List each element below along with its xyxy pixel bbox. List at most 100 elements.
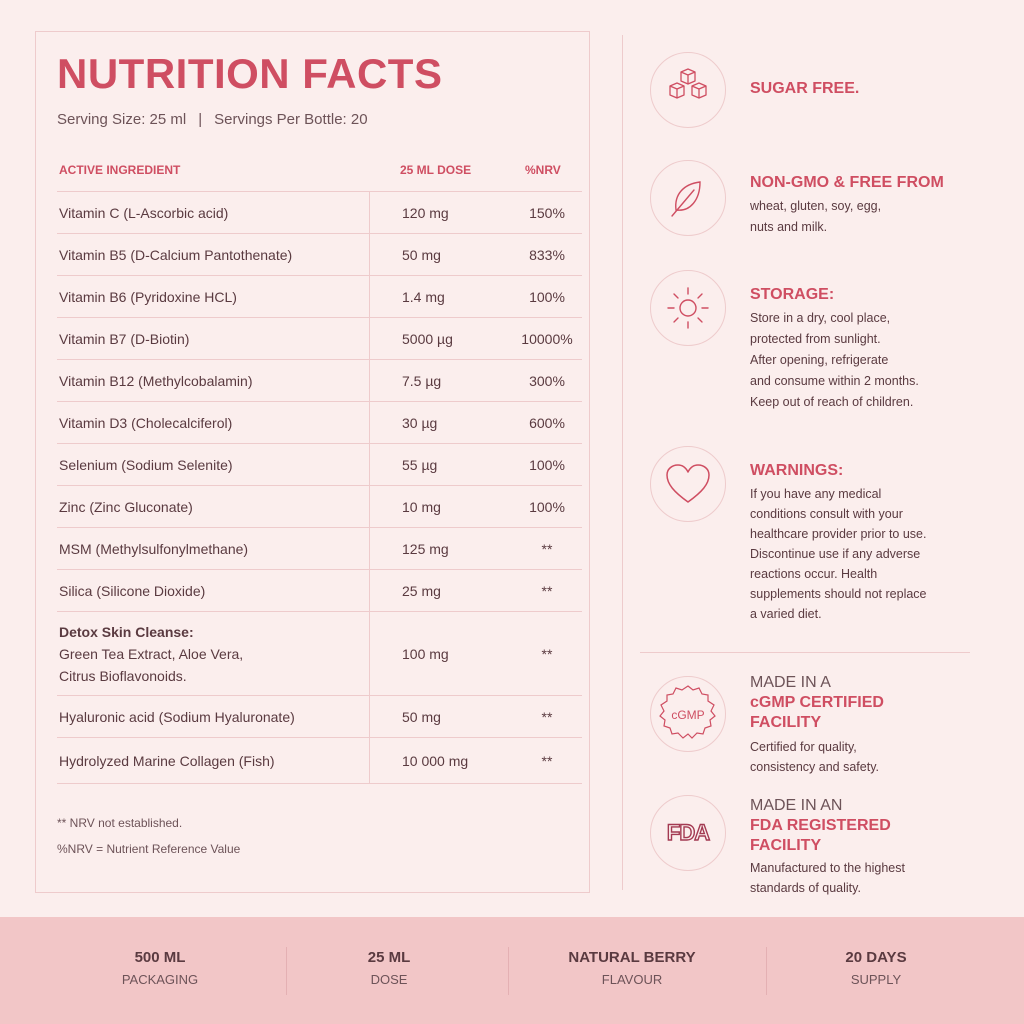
ingredient-dose: 100 mg: [402, 645, 449, 662]
warnings-line: conditions consult with your: [750, 507, 903, 521]
storage-line: and consume within 2 months.: [750, 374, 919, 388]
table-row: Vitamin B7 (D-Biotin) 5000 µg 10000%: [57, 318, 582, 360]
nutrition-facts-panel: NUTRITION FACTS Serving Size: 25 ml | Serv…: [35, 31, 590, 893]
header-nrv: %NRV: [525, 163, 561, 177]
fda-title-1: FDA REGISTERED: [750, 817, 891, 834]
fda-line: Manufactured to the highest: [750, 861, 905, 875]
ingredient-nrv: 600%: [529, 414, 565, 431]
stat-label: FLAVOUR: [601, 972, 663, 987]
detox-title: Detox Skin Cleanse:: [59, 623, 194, 640]
ingredient-dose: 55 µg: [402, 456, 438, 473]
ingredient-nrv: 833%: [529, 246, 565, 263]
table-row: Vitamin B12 (Methylcobalamin) 7.5 µg 300%: [57, 360, 582, 402]
sugar-cubes-icon: [650, 52, 726, 128]
fda-line: standards of quality.: [750, 881, 861, 895]
storage-line: Store in a dry, cool place,: [750, 311, 891, 325]
table-row: Vitamin B5 (D-Calcium Pantothenate) 50 mg…: [57, 234, 582, 276]
detox-ingredients: Detox Skin Cleanse: Green Tea Extract, A…: [59, 621, 243, 687]
ingredient-nrv: 10000%: [521, 330, 573, 347]
table-header: ACTIVE INGREDIENT 25 ML DOSE %NRV: [57, 162, 582, 192]
cgmp-title-2: FACILITY: [750, 714, 822, 731]
ingredient-nrv: 150%: [529, 204, 565, 221]
ingredient-name: Vitamin C (L-Ascorbic acid): [59, 204, 229, 221]
header-dose: 25 ML DOSE: [400, 163, 472, 177]
stat-label: PACKAGING: [121, 972, 199, 987]
ingredient-nrv: **: [541, 752, 553, 769]
ingredient-name: Selenium (Sodium Selenite): [59, 456, 233, 473]
stat-value: NATURAL BERRY: [568, 949, 696, 966]
ingredient-nrv: 100%: [529, 456, 565, 473]
ingredient-nrv: **: [541, 708, 553, 725]
ingredient-dose: 1.4 mg: [402, 288, 445, 305]
cgmp-pre: MADE IN A: [750, 674, 831, 691]
table-row-detox: Detox Skin Cleanse: Green Tea Extract, A…: [57, 612, 582, 696]
cgmp-line: Certified for quality,: [750, 740, 857, 754]
warnings-line: reactions occur. Health: [750, 567, 878, 581]
ingredient-dose: 30 µg: [402, 414, 438, 431]
serving-size: Serving Size: 25 ml: [57, 111, 187, 128]
ingredient-name: Vitamin B7 (D-Biotin): [59, 330, 190, 347]
header-ingredient: ACTIVE INGREDIENT: [59, 163, 181, 177]
table-row: Hyaluronic acid (Sodium Hyaluronate) 50 m…: [57, 696, 582, 738]
ingredient-dose: 120 mg: [402, 204, 449, 221]
warnings-line: If you have any medical: [750, 487, 882, 501]
svg-text:cGMP: cGMP: [671, 708, 704, 722]
warnings-line: a varied diet.: [750, 607, 822, 621]
table-row: Vitamin D3 (Cholecalciferol) 30 µg 600%: [57, 402, 582, 444]
ingredient-dose: 10 000 mg: [402, 752, 469, 769]
ingredient-dose: 7.5 µg: [402, 372, 442, 389]
detox-line-1: Green Tea Extract, Aloe Vera,: [59, 645, 244, 662]
stat-packaging: 500 ML PACKAGING: [110, 949, 210, 987]
storage-line: After opening, refrigerate: [750, 353, 889, 367]
ingredient-nrv: 100%: [529, 288, 565, 305]
ingredient-name: Vitamin D3 (Cholecalciferol): [59, 414, 233, 431]
cgmp-badge-icon: cGMP: [650, 676, 726, 752]
ingredient-name: MSM (Methylsulfonylmethane): [59, 540, 249, 557]
ingredients-table: Vitamin C (L-Ascorbic acid) 120 mg 150% Vi…: [57, 192, 582, 784]
stat-flavour: NATURAL BERRY FLAVOUR: [552, 949, 712, 987]
ingredient-name: Silica (Silicone Dioxide): [59, 582, 206, 599]
ingredient-dose: 10 mg: [402, 498, 441, 515]
non-gmo-line: nuts and milk.: [750, 220, 828, 234]
detox-line-2: Citrus Bioflavonoids.: [59, 667, 187, 684]
svg-text:FDA: FDA: [667, 820, 710, 845]
cgmp-line: consistency and safety.: [750, 760, 880, 774]
ingredient-nrv: **: [541, 540, 553, 557]
table-row: Hydrolyzed Marine Collagen (Fish) 10 000 …: [57, 738, 582, 784]
sun-icon: [650, 270, 726, 346]
note-nrv-not-established: ** NRV not established.: [57, 816, 183, 830]
ingredient-dose: 50 mg: [402, 246, 441, 263]
table-row: Selenium (Sodium Selenite) 55 µg 100%: [57, 444, 582, 486]
stat-supply: 20 DAYS SUPPLY: [826, 949, 926, 987]
cgmp-body: Certified for quality, consistency and s…: [750, 737, 970, 777]
ingredient-name: Vitamin B12 (Methylcobalamin): [59, 372, 253, 389]
footer-divider: [286, 947, 287, 995]
ingredient-nrv: **: [541, 582, 553, 599]
ingredient-name: Hyaluronic acid (Sodium Hyaluronate): [59, 708, 295, 725]
leaf-icon: [650, 160, 726, 236]
horizontal-divider: [640, 652, 970, 653]
ingredient-dose: 50 mg: [402, 708, 441, 725]
ingredient-nrv: 100%: [529, 498, 565, 515]
ingredient-dose: 125 mg: [402, 540, 449, 557]
stat-value: 25 ML: [367, 949, 411, 966]
storage-title: STORAGE:: [750, 286, 835, 303]
stat-label: DOSE: [370, 972, 408, 987]
serving-separator: |: [198, 111, 203, 128]
footer-divider: [766, 947, 767, 995]
heart-icon: [650, 446, 726, 522]
fda-logo-icon: FDA: [650, 795, 726, 871]
ingredient-dose: 5000 µg: [402, 330, 453, 347]
table-row: Zinc (Zinc Gluconate) 10 mg 100%: [57, 486, 582, 528]
table-notes: ** NRV not established. %NRV = Nutrient …: [57, 810, 240, 862]
storage-line: Keep out of reach of children.: [750, 395, 914, 409]
footer-divider: [508, 947, 509, 995]
vertical-divider: [622, 35, 623, 890]
table-row: Silica (Silicone Dioxide) 25 mg **: [57, 570, 582, 612]
ingredient-nrv: **: [541, 645, 553, 662]
storage-body: Store in a dry, cool place, protected fr…: [750, 308, 970, 413]
serving-info: Serving Size: 25 ml | Servings Per Bottle:…: [57, 111, 368, 128]
table-row: Vitamin C (L-Ascorbic acid) 120 mg 150%: [57, 192, 582, 234]
column-divider: [369, 192, 370, 783]
non-gmo-title: NON-GMO & FREE FROM: [750, 174, 944, 191]
